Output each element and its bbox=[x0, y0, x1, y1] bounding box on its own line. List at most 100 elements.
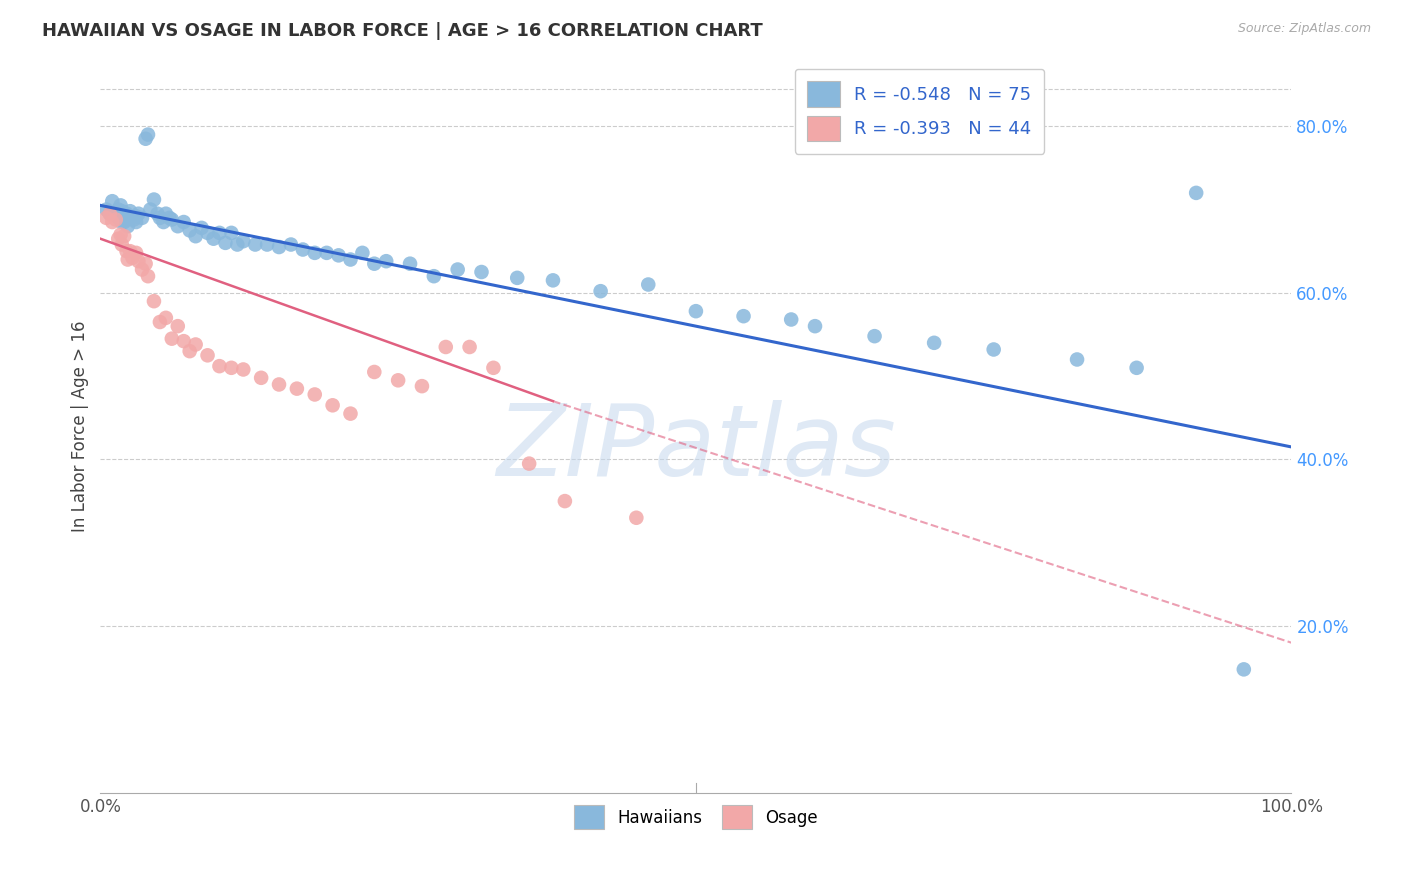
Text: HAWAIIAN VS OSAGE IN LABOR FORCE | AGE > 16 CORRELATION CHART: HAWAIIAN VS OSAGE IN LABOR FORCE | AGE >… bbox=[42, 22, 763, 40]
Point bbox=[197, 348, 219, 362]
Point bbox=[411, 379, 433, 393]
Point bbox=[517, 457, 540, 471]
Point bbox=[685, 304, 707, 318]
Point bbox=[214, 235, 236, 250]
Point bbox=[131, 211, 153, 225]
Point bbox=[112, 215, 135, 229]
Point bbox=[149, 315, 172, 329]
Point bbox=[1125, 360, 1147, 375]
Point bbox=[135, 257, 157, 271]
Point bbox=[541, 273, 564, 287]
Point bbox=[304, 245, 326, 260]
Point bbox=[184, 229, 207, 244]
Point bbox=[179, 344, 201, 359]
Point bbox=[245, 237, 267, 252]
Point bbox=[96, 211, 118, 225]
Point bbox=[267, 377, 290, 392]
Point bbox=[110, 198, 132, 212]
Point bbox=[482, 360, 505, 375]
Point bbox=[142, 294, 165, 309]
Y-axis label: In Labor Force | Age > 16: In Labor Force | Age > 16 bbox=[72, 320, 89, 532]
Point bbox=[190, 220, 212, 235]
Point bbox=[115, 207, 138, 221]
Point bbox=[127, 254, 149, 268]
Point bbox=[146, 207, 169, 221]
Point bbox=[232, 234, 254, 248]
Point bbox=[112, 229, 135, 244]
Point bbox=[506, 270, 529, 285]
Point bbox=[111, 215, 134, 229]
Point bbox=[142, 193, 165, 207]
Point bbox=[104, 207, 127, 221]
Point bbox=[304, 387, 326, 401]
Point bbox=[136, 128, 159, 142]
Point bbox=[155, 310, 177, 325]
Point bbox=[125, 245, 148, 260]
Point bbox=[315, 245, 337, 260]
Point bbox=[208, 226, 231, 240]
Point bbox=[780, 312, 803, 326]
Point bbox=[363, 257, 385, 271]
Point bbox=[160, 212, 183, 227]
Point bbox=[387, 373, 409, 387]
Point bbox=[226, 237, 249, 252]
Point bbox=[120, 204, 142, 219]
Point bbox=[232, 362, 254, 376]
Point bbox=[1233, 662, 1256, 676]
Point bbox=[125, 209, 148, 223]
Point bbox=[339, 252, 361, 267]
Point bbox=[159, 211, 181, 225]
Point bbox=[98, 207, 121, 221]
Point bbox=[221, 226, 243, 240]
Point bbox=[375, 254, 398, 268]
Point bbox=[117, 219, 139, 234]
Point bbox=[131, 262, 153, 277]
Point bbox=[589, 284, 612, 298]
Point bbox=[256, 237, 278, 252]
Point bbox=[322, 398, 344, 412]
Point bbox=[107, 207, 129, 221]
Point bbox=[458, 340, 481, 354]
Point bbox=[104, 212, 127, 227]
Point bbox=[127, 207, 149, 221]
Point bbox=[101, 194, 124, 209]
Point bbox=[221, 360, 243, 375]
Point bbox=[352, 245, 374, 260]
Point bbox=[328, 248, 350, 262]
Point bbox=[111, 237, 134, 252]
Point bbox=[122, 212, 145, 227]
Point bbox=[155, 207, 177, 221]
Point bbox=[107, 232, 129, 246]
Point bbox=[173, 334, 195, 348]
Point bbox=[197, 226, 219, 240]
Point bbox=[554, 494, 576, 508]
Point bbox=[121, 251, 143, 265]
Point bbox=[112, 209, 135, 223]
Text: Source: ZipAtlas.com: Source: ZipAtlas.com bbox=[1237, 22, 1371, 36]
Point bbox=[107, 202, 129, 217]
Point bbox=[733, 309, 755, 323]
Point bbox=[983, 343, 1005, 357]
Point bbox=[149, 211, 172, 225]
Point bbox=[101, 215, 124, 229]
Point bbox=[115, 244, 138, 259]
Point bbox=[166, 219, 188, 234]
Point bbox=[363, 365, 385, 379]
Point bbox=[804, 319, 827, 334]
Point bbox=[117, 252, 139, 267]
Legend: Hawaiians, Osage: Hawaiians, Osage bbox=[567, 798, 825, 836]
Point bbox=[250, 371, 273, 385]
Point bbox=[470, 265, 492, 279]
Point bbox=[184, 337, 207, 351]
Point bbox=[136, 269, 159, 284]
Point bbox=[111, 204, 134, 219]
Point bbox=[922, 335, 945, 350]
Point bbox=[166, 319, 188, 334]
Point bbox=[173, 215, 195, 229]
Point bbox=[1185, 186, 1208, 200]
Point bbox=[202, 232, 225, 246]
Point bbox=[125, 215, 148, 229]
Point bbox=[139, 202, 162, 217]
Point bbox=[423, 269, 446, 284]
Point bbox=[96, 202, 118, 217]
